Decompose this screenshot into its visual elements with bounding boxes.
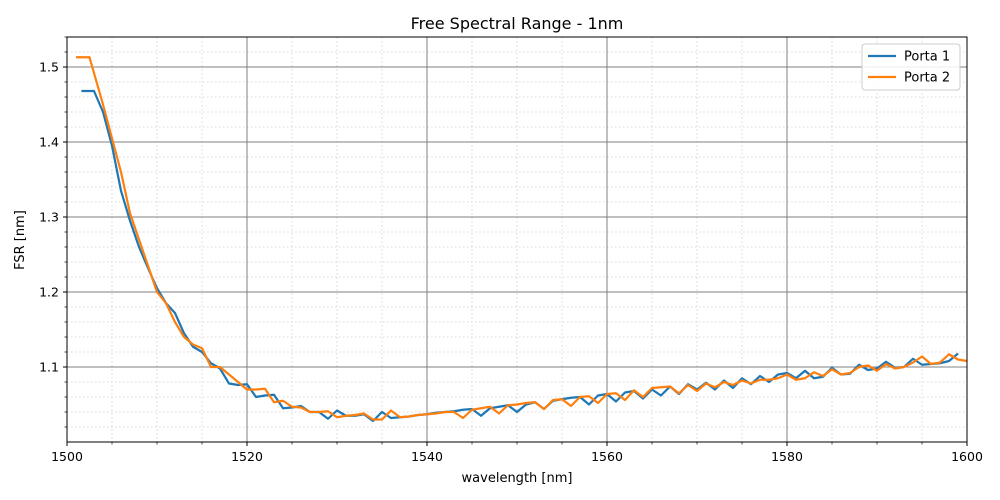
y-axis: 1.1 1.2 1.3 1.4 1.5 — [39, 36, 67, 428]
y-tick-label: 1.5 — [39, 60, 59, 75]
x-tick-label: 1600 — [951, 449, 983, 464]
legend-label-porta-2: Porta 2 — [904, 71, 950, 86]
series-line-porta-2 — [76, 56, 968, 421]
major-grid — [67, 37, 967, 442]
x-tick-label: 1520 — [231, 449, 263, 464]
x-tick-label: 1580 — [771, 449, 803, 464]
y-tick-label: 1.1 — [39, 360, 59, 375]
chart-title: Free Spectral Range - 1nm — [411, 14, 624, 33]
legend: Porta 1 Porta 2 — [861, 43, 961, 91]
y-tick-label: 1.4 — [39, 135, 59, 150]
x-tick-label: 1540 — [411, 449, 443, 464]
x-axis-label: wavelength [nm] — [462, 471, 573, 486]
series-line-porta-1 — [81, 89, 959, 423]
minor-grid — [67, 36, 967, 442]
series-layer — [76, 56, 968, 423]
x-tick-label: 1500 — [51, 449, 83, 464]
y-tick-label: 1.3 — [39, 210, 59, 225]
y-axis-label: FSR [nm] — [13, 210, 28, 270]
x-tick-label: 1560 — [591, 449, 623, 464]
x-axis: 1500 1520 1540 1560 1580 1600 — [51, 442, 983, 464]
legend-label-porta-1: Porta 1 — [904, 50, 950, 65]
y-tick-label: 1.2 — [39, 285, 59, 300]
